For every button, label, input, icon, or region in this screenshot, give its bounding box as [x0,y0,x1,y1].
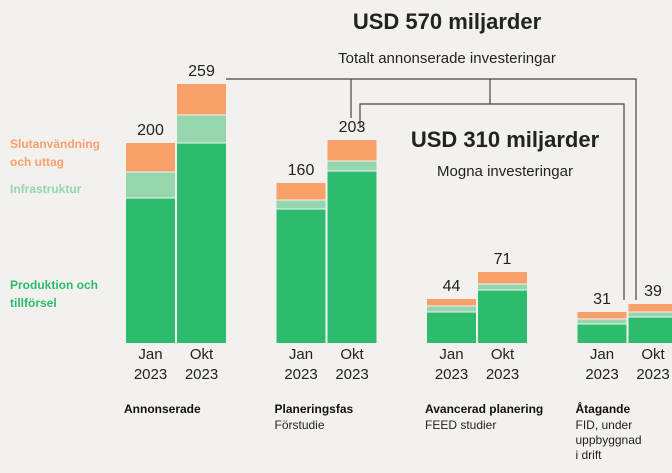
bar-segment [577,324,627,343]
brackets [226,78,637,300]
x-tick-label: Jan 2023 [585,346,619,383]
x-tick-label: Okt 2023 [636,346,670,383]
bar-segment [126,143,175,172]
total-label: 160 [288,162,315,179]
bar-segment [478,284,527,290]
bar-segment [177,115,226,143]
bar-segment [478,290,527,343]
bar-segment [478,272,527,284]
x-tick-label: Jan 2023 [434,346,469,383]
bar-segment [327,171,377,343]
bar-segment [126,172,175,198]
bar-segment [327,161,377,171]
total-label: 39 [644,283,662,300]
annotation: Mogna investeringar [437,163,573,180]
bar-segment [177,143,226,343]
total-label: 203 [339,119,366,136]
bar-segment [177,84,226,115]
x-tick-label: Okt 2023 [485,346,520,383]
total-label: 31 [593,291,611,308]
x-tick-label: Jan 2023 [284,346,318,383]
x-tick-label: Okt 2023 [335,346,369,383]
bar-segment [427,306,476,312]
group-name: Avancerad planering [425,402,544,416]
legend-label: Infrastruktur [10,182,82,196]
x-tick-label: Jan 2023 [133,346,168,383]
bar-segment [327,140,377,161]
bar-segment [276,200,326,209]
total-label: 259 [188,63,215,80]
x-tick-label: Okt 2023 [184,346,219,383]
group-name: Annonserade [124,402,201,416]
bar-segment [276,183,326,200]
group-description: FEED studier [425,418,497,432]
total-label: 44 [443,278,461,295]
bracket-mature [359,103,625,300]
legend-label: Produktion och tillförsel [10,278,98,310]
annotation-title: USD 310 miljarder [410,127,600,152]
annotation: Totalt annonserade investeringar [338,50,556,67]
bar-segment [577,319,627,324]
annotation-title: USD 570 miljarder [352,9,542,34]
total-label: 71 [494,251,512,268]
bar-segment [126,198,175,343]
group-name: Åtagande [575,402,631,416]
group-name: Planeringsfas [274,402,354,416]
bar-segment [628,304,672,312]
legend-label: Slutanvändning och uttag [10,137,100,169]
group-description: FID, under uppbyggnad i drift [575,418,642,462]
bar-segment [628,312,672,317]
bracket-total [226,78,637,300]
bar-segment [427,312,476,343]
bar-segment [427,299,476,306]
bar-segment [577,312,627,319]
bar-segment [628,317,672,343]
total-label: 200 [137,122,164,139]
group-description: Förstudie [274,418,325,432]
bar-segment [276,209,326,343]
